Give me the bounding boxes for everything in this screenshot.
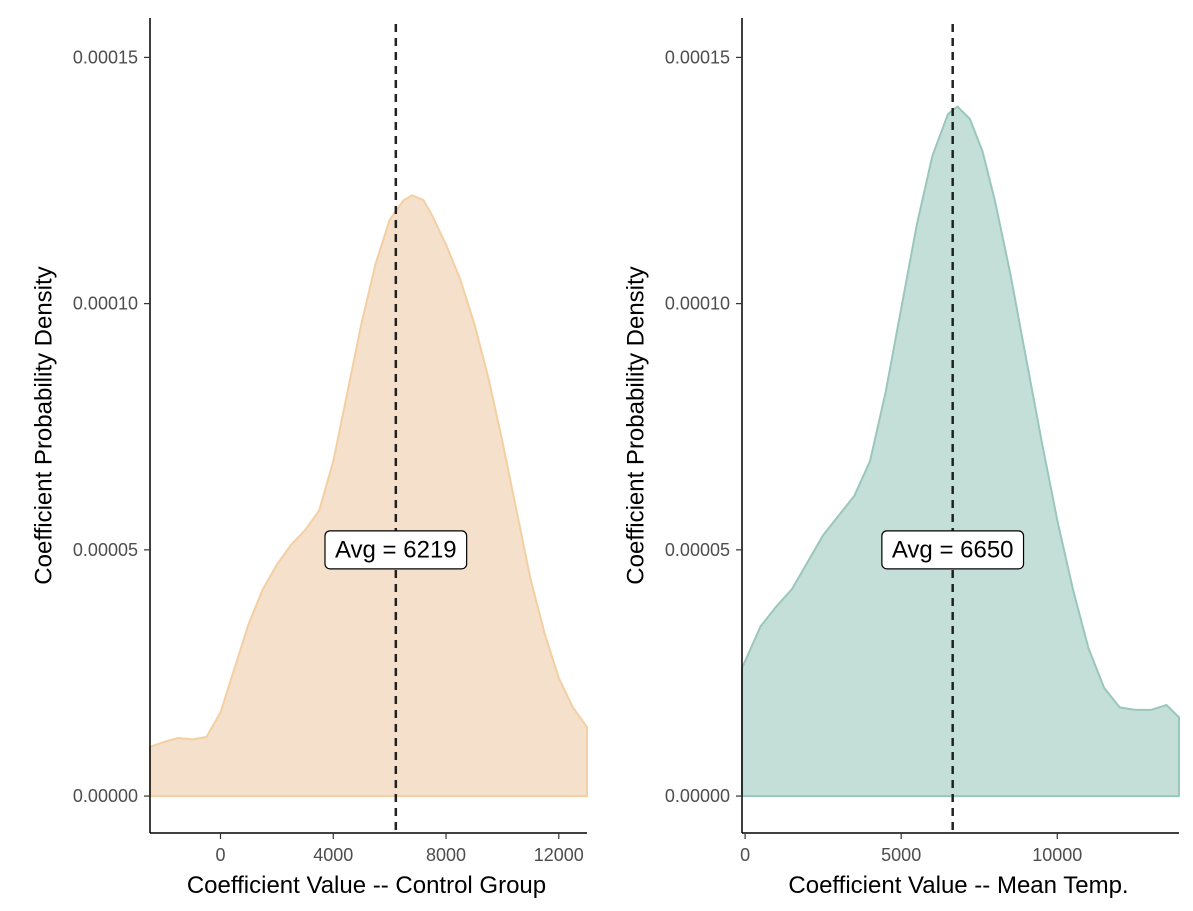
control-group-y-tick-label: 0.00010	[73, 294, 138, 314]
control-group-average-label: Avg = 6219	[335, 536, 457, 563]
control-group-x-tick-label: 12000	[534, 845, 584, 865]
mean-temp-y-tick-label: 0.00015	[665, 47, 730, 67]
mean-temp-density-area	[741, 105, 1180, 798]
control-group-y-ticks: 0.00000 0.00005 0.00010 0.00015	[73, 47, 150, 806]
control-group-y-axis-title: Coefficient Probability Density	[31, 266, 58, 584]
mean-temp-x-axis-title: Coefficient Value -- Mean Temp.	[788, 872, 1128, 899]
mean-temp-x-tick-label: 10000	[1032, 845, 1082, 865]
mean-temp-x-tick-label: 5000	[881, 845, 921, 865]
control-group-x-tick-label: 4000	[313, 845, 353, 865]
mean-temp-y-axis-title: Coefficient Probability Density	[623, 266, 650, 584]
control-group-average-label-box	[324, 530, 468, 570]
control-group-x-tick-label: 8000	[426, 845, 466, 865]
mean-temp-y-tick-label: 0.00005	[665, 540, 730, 560]
mean-temp-average-label: Avg = 6650	[892, 536, 1014, 563]
mean-temp-y-tick-label: 0.00010	[665, 294, 730, 314]
mean-temp-x-tick-label: 0	[740, 845, 750, 865]
control-group-x-tick-label: 0	[215, 845, 225, 865]
control-group-x-axis-title: Coefficient Value -- Control Group	[187, 872, 546, 899]
mean-temp-y-tick-label: 0.00000	[665, 786, 730, 806]
mean-temp-average-label-box	[881, 530, 1025, 570]
control-group-y-tick-label: 0.00015	[73, 47, 138, 67]
control-group-y-tick-label: 0.00000	[73, 786, 138, 806]
mean-temp-y-ticks: 0.00000 0.00005 0.00010 0.00015	[665, 47, 742, 806]
control-group-x-ticks: 0 4000 8000 12000	[215, 833, 584, 865]
mean-temp-x-ticks: 0 5000 10000	[740, 833, 1082, 865]
control-group-y-tick-label: 0.00005	[73, 540, 138, 560]
control-group-density-panel: 0.00000 0.00005 0.00010 0.00015 0 4000 8000 12…	[31, 18, 588, 899]
control-group-density-area	[149, 194, 588, 798]
